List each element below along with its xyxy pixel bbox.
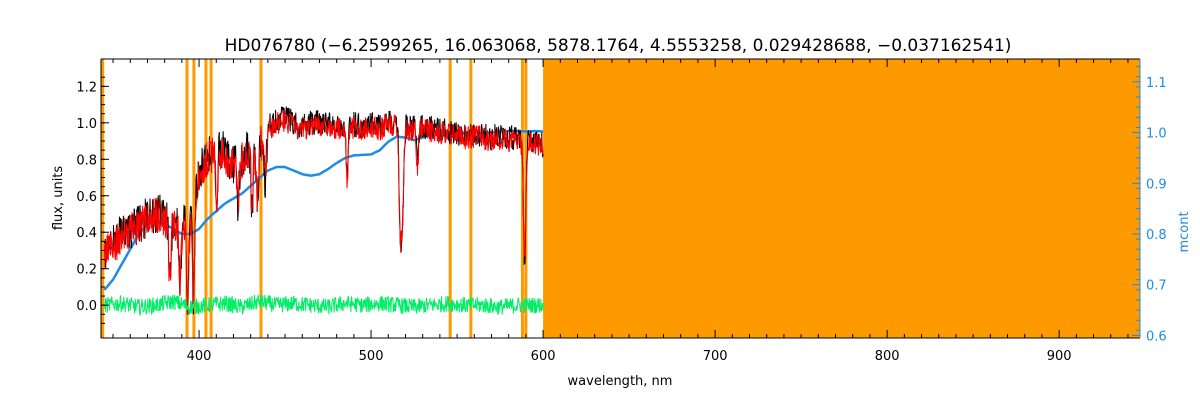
masked-line bbox=[448, 59, 452, 338]
masked-line bbox=[259, 59, 263, 338]
x-tick-label: 400 bbox=[187, 349, 212, 364]
tick-layer: 400 500 600 700 800 900 0.0 0.2 0.4 0.6 0.8 1.0 1.2 0… bbox=[76, 59, 1167, 364]
x-tick-label: 600 bbox=[531, 349, 556, 364]
y2-tick-label: 0.6 bbox=[1146, 329, 1167, 344]
y2-tick-label: 0.8 bbox=[1146, 228, 1167, 243]
x-tick-label: 900 bbox=[1047, 349, 1072, 364]
masked-line bbox=[101, 59, 105, 338]
series-model bbox=[103, 109, 544, 315]
chart-title: HD076780 (−6.2599265, 16.063068, 5878.17… bbox=[225, 36, 1012, 56]
y2-tick-label: 1.0 bbox=[1146, 127, 1167, 142]
x-tick-label: 800 bbox=[875, 349, 900, 364]
y-axis-label: flux, units bbox=[51, 166, 66, 231]
y2-tick-label: 1.1 bbox=[1146, 76, 1167, 91]
x-tick-label: 700 bbox=[703, 349, 728, 364]
masked-line bbox=[204, 59, 208, 338]
masked-line bbox=[209, 59, 213, 338]
y-tick-label: 0.4 bbox=[76, 226, 97, 241]
masked-line bbox=[192, 59, 196, 338]
series-residual bbox=[104, 293, 544, 317]
y-tick-label: 0.0 bbox=[76, 299, 97, 314]
y2-axis-label: mcont bbox=[1177, 211, 1192, 252]
y-tick-label: 0.2 bbox=[76, 263, 97, 278]
y2-tick-label: 0.9 bbox=[1146, 177, 1167, 192]
y2-tick-label: 0.7 bbox=[1146, 279, 1167, 294]
y-tick-label: 1.2 bbox=[76, 80, 97, 95]
y-tick-label: 0.6 bbox=[76, 190, 97, 205]
masked-line bbox=[185, 59, 189, 338]
y-tick-label: 1.0 bbox=[76, 117, 97, 132]
masked-line bbox=[520, 59, 524, 338]
x-axis-label: wavelength, nm bbox=[568, 374, 673, 389]
masked-line bbox=[469, 59, 473, 338]
y-tick-label: 0.8 bbox=[76, 153, 97, 168]
masked-band bbox=[543, 59, 1140, 338]
x-tick-label: 500 bbox=[359, 349, 384, 364]
series-layer bbox=[103, 106, 544, 317]
mask-layer bbox=[101, 59, 1140, 338]
